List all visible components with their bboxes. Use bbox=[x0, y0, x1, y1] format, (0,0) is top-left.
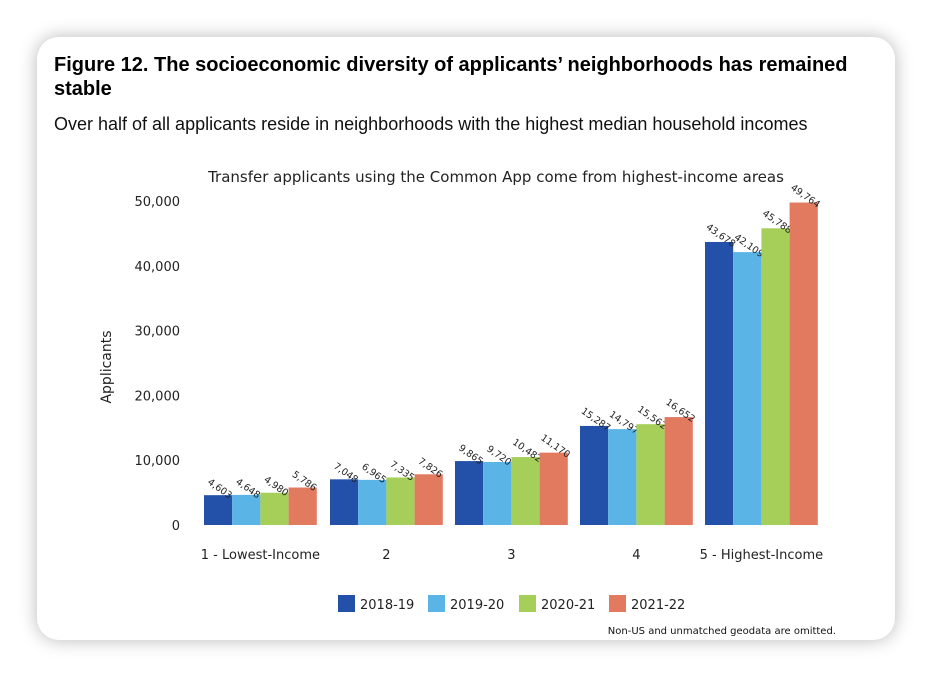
legend-item: 2019-20 bbox=[428, 595, 504, 613]
legend-item: 2021-22 bbox=[609, 595, 685, 613]
figure-title: Figure 12. The socioeconomic diversity o… bbox=[54, 54, 848, 100]
bar bbox=[664, 417, 693, 525]
legend-swatch bbox=[428, 595, 445, 612]
bar bbox=[330, 479, 359, 525]
y-tick-label: 30,000 bbox=[135, 325, 181, 340]
legend-item: 2020-21 bbox=[519, 595, 595, 613]
legend-label: 2021-22 bbox=[631, 598, 685, 613]
legend-label: 2019-20 bbox=[450, 598, 504, 613]
bar bbox=[483, 462, 512, 525]
bar bbox=[511, 457, 540, 525]
x-tick-label: 3 bbox=[507, 548, 515, 563]
bar bbox=[539, 452, 568, 525]
bar bbox=[288, 487, 317, 525]
y-tick-label: 40,000 bbox=[135, 260, 181, 275]
bar bbox=[608, 429, 637, 525]
bar bbox=[358, 479, 387, 525]
bar-group: 7,048 6,965 7,335 7,826 bbox=[330, 456, 444, 525]
bar bbox=[260, 492, 289, 525]
x-tick-label: 4 bbox=[632, 548, 640, 563]
bar bbox=[204, 495, 233, 525]
bar bbox=[761, 228, 790, 525]
legend-swatch bbox=[609, 595, 626, 612]
bar bbox=[705, 241, 734, 525]
x-tick-label: 2 bbox=[382, 548, 390, 563]
bar bbox=[580, 425, 609, 525]
legend-label: 2018-19 bbox=[360, 598, 414, 613]
bar-group: 4,603 4,648 4,980 5,786 bbox=[204, 469, 318, 525]
legend-swatch bbox=[519, 595, 536, 612]
y-tick-label: 0 bbox=[172, 519, 180, 534]
bar bbox=[636, 424, 665, 525]
x-tick-label: 5 - Highest-Income bbox=[700, 548, 824, 563]
bar bbox=[789, 202, 818, 525]
y-tick-label: 20,000 bbox=[135, 389, 181, 404]
bar bbox=[733, 252, 762, 526]
bar bbox=[455, 461, 484, 525]
chart-title: Transfer applicants using the Common App… bbox=[207, 168, 784, 186]
x-axis-ticks: 1 - Lowest-Income 2 3 4 5 - Highest-Income bbox=[201, 548, 823, 563]
x-tick-label: 1 - Lowest-Income bbox=[201, 548, 320, 563]
y-axis-ticks: 0 10,000 20,000 30,000 40,000 50,000 bbox=[135, 195, 181, 534]
y-tick-label: 50,000 bbox=[135, 195, 181, 210]
bar bbox=[414, 474, 443, 525]
legend-label: 2020-21 bbox=[541, 598, 595, 613]
bar bbox=[232, 494, 261, 525]
legend-swatch bbox=[338, 595, 355, 612]
y-axis-label: Applicants bbox=[99, 330, 115, 403]
footnote: Non-US and unmatched geodata are omitted… bbox=[607, 626, 836, 637]
y-tick-label: 10,000 bbox=[135, 454, 181, 469]
bar bbox=[386, 477, 415, 525]
figure-subtitle: Over half of all applicants reside in ne… bbox=[54, 114, 808, 134]
legend: 2018-19 2019-20 2020-21 2021-22 bbox=[338, 595, 685, 613]
bar-groups: 4,603 4,648 4,980 5,786 7,048 6,965 7,335 7,826… bbox=[204, 182, 822, 526]
legend-item: 2018-19 bbox=[338, 595, 414, 613]
